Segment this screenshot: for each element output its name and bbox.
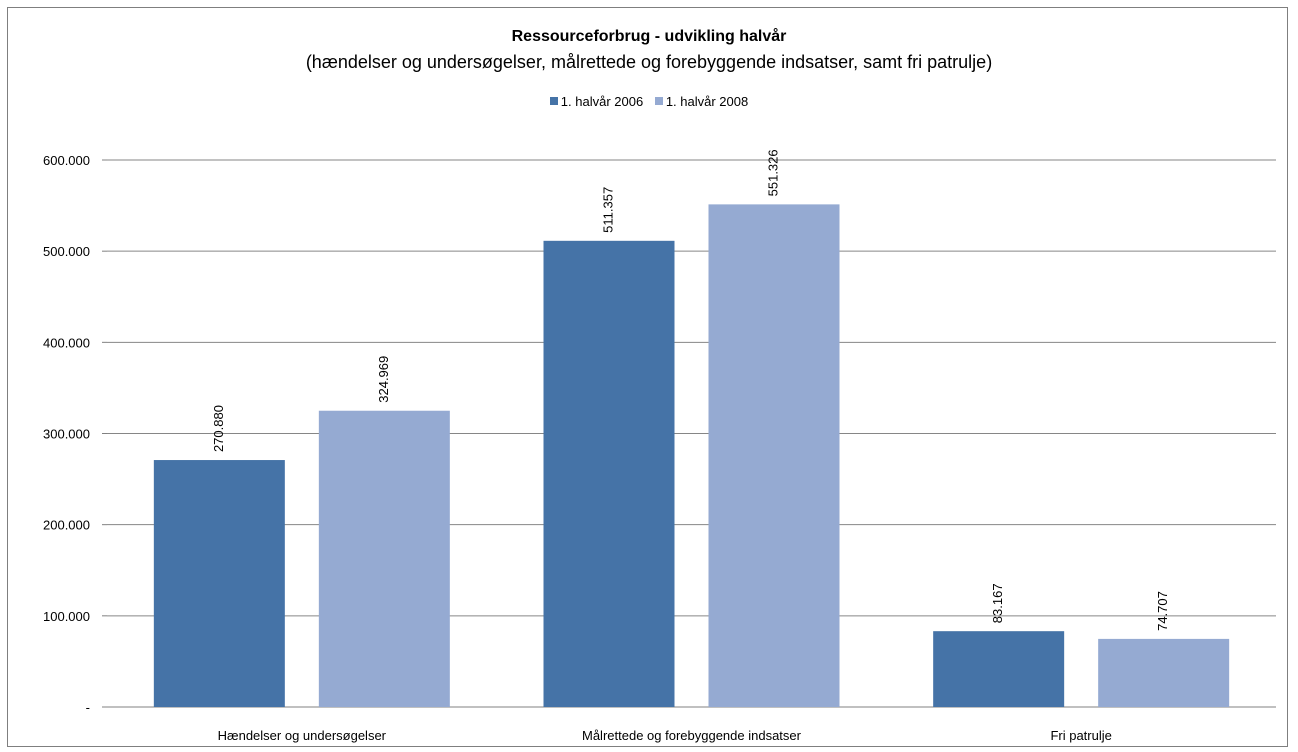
chart-title: Ressourceforbrug - udvikling halvår	[511, 28, 787, 45]
data-label: 270.880	[211, 405, 226, 452]
bar-2006	[153, 460, 285, 707]
x-category-label: Fri patrulje	[1050, 728, 1111, 743]
bar-2006	[933, 631, 1065, 707]
legend-swatch-2008	[654, 97, 663, 105]
y-tick-label: 100.000	[43, 609, 90, 624]
legend-item-2006: 1. halvår 2006	[549, 93, 644, 109]
legend-label-2006: 1. halvår 2006	[560, 93, 644, 109]
x-category-label: Målrettede og forebyggende indsatser	[582, 728, 802, 743]
bar-2008	[318, 410, 450, 707]
bar-2008	[708, 204, 840, 708]
y-tick-label: 200.000	[43, 518, 90, 533]
y-tick-label: 500.000	[43, 244, 90, 259]
bar-2006	[543, 240, 675, 707]
legend-swatch-2006	[549, 97, 558, 105]
data-label: 511.357	[600, 187, 615, 233]
legend-item-2008: 1. halvår 2008	[654, 93, 749, 109]
bar-2008	[1098, 638, 1230, 707]
data-label: 83.167	[990, 583, 1005, 623]
legend-label-2008: 1. halvår 2008	[665, 93, 749, 109]
y-tick-label: -	[86, 700, 90, 715]
x-category-label: Hændelser og undersøgelser	[218, 728, 387, 743]
chart-subtitle: (hændelser og undersøgelser, målrettede …	[305, 52, 993, 72]
data-label: 74.707	[1155, 591, 1170, 631]
data-label: 551.326	[765, 149, 780, 196]
y-tick-label: 600.000	[43, 153, 90, 168]
y-tick-label: 400.000	[43, 335, 90, 350]
y-tick-label: 300.000	[43, 427, 90, 442]
chart-legend: 1. halvår 2006 1. halvår 2008	[0, 93, 1298, 109]
data-label: 324.969	[376, 356, 391, 403]
